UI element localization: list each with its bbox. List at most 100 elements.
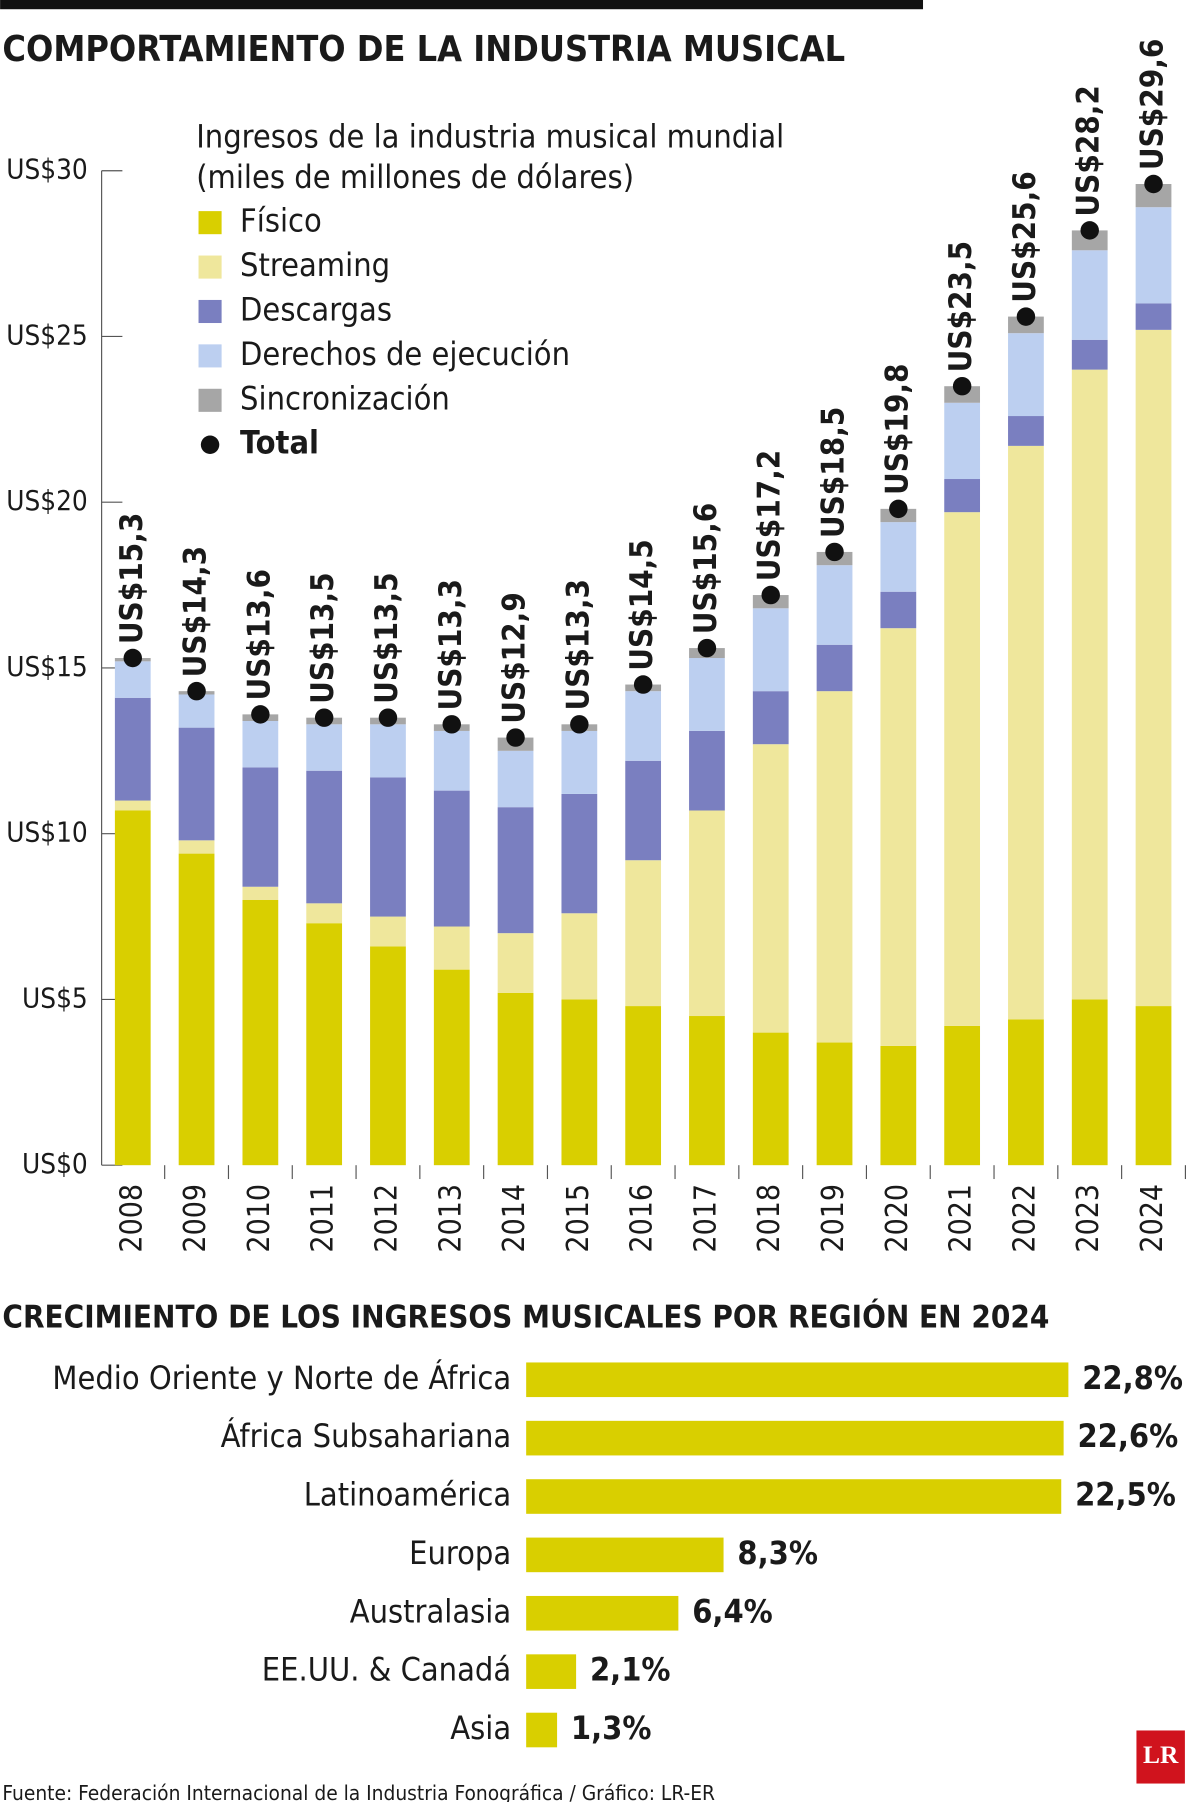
- bar-segment: [625, 1006, 662, 1166]
- bar: [526, 1479, 1062, 1514]
- bar: [526, 1537, 724, 1573]
- x-tick-label: 2018: [752, 1184, 787, 1253]
- total-label: US$13,6: [241, 569, 277, 700]
- y-tick-label: US$15: [6, 650, 88, 683]
- legend-swatch: [200, 435, 220, 454]
- category-label: África Subsahariana: [221, 1417, 511, 1455]
- x-tick-label: 2011: [306, 1184, 341, 1253]
- bar-segment: [114, 810, 151, 1166]
- bar-segment: [242, 886, 279, 901]
- bar-segment: [752, 691, 789, 745]
- bar-segment: [433, 730, 470, 791]
- bar-segment: [497, 933, 534, 993]
- legend-label: Sincronización: [240, 379, 450, 417]
- legend-swatch: [198, 388, 222, 412]
- bar-segment: [1008, 1019, 1044, 1166]
- bar-segment: [1135, 207, 1172, 304]
- bar-segment: [370, 777, 406, 917]
- bar-segment: [1135, 303, 1172, 330]
- bar-segment: [370, 916, 406, 947]
- bar-segment: [561, 793, 598, 914]
- bar-segment: [306, 903, 343, 924]
- total-dot: [506, 728, 525, 747]
- bar-segment: [1008, 416, 1044, 446]
- total-label: US$29,6: [1135, 39, 1171, 170]
- total-label: US$12,9: [497, 592, 533, 723]
- total-dot: [251, 705, 270, 724]
- bar-segment: [114, 697, 151, 801]
- bar-segment: [306, 724, 343, 771]
- total-label: US$28,2: [1071, 85, 1107, 216]
- bar-segment: [242, 767, 279, 887]
- bar-segment: [561, 730, 598, 794]
- total-dot: [697, 638, 717, 658]
- x-tick-label: 2023: [1071, 1184, 1106, 1253]
- total-label: US$23,5: [943, 241, 979, 372]
- bar-segment: [1071, 999, 1108, 1166]
- top-rule: [0, 0, 924, 10]
- value-label: 22,8%: [1082, 1359, 1183, 1397]
- bar-segment: [1071, 230, 1108, 251]
- bar-segment: [816, 691, 853, 1043]
- bar-segment: [370, 946, 406, 1166]
- y-tick-label: US$5: [22, 981, 88, 1014]
- bar-segment: [561, 999, 598, 1166]
- bar-segment: [433, 926, 470, 970]
- x-tick-label: 2019: [816, 1184, 851, 1253]
- bar-segment: [306, 770, 343, 904]
- bar-segment: [752, 1032, 789, 1166]
- category-label: Medio Oriente y Norte de África: [52, 1359, 511, 1397]
- bar-segment: [370, 724, 406, 778]
- x-tick-label: 2008: [114, 1184, 149, 1253]
- total-dot: [1144, 174, 1163, 194]
- legend-label: Streaming: [240, 246, 390, 284]
- bar: [526, 1420, 1064, 1456]
- bar: [526, 1654, 577, 1689]
- total-label: US$17,2: [752, 450, 788, 581]
- total-dot: [187, 681, 206, 701]
- x-tick-label: 2021: [944, 1184, 979, 1253]
- total-label: US$13,3: [560, 579, 596, 710]
- chart-title: CRECIMIENTO DE LOS INGRESOS MUSICALES PO…: [2, 1297, 1049, 1336]
- y-tick-label: US$20: [6, 484, 88, 517]
- total-label: US$13,5: [369, 572, 405, 703]
- bar-segment: [1135, 1006, 1172, 1166]
- bar-segment: [242, 900, 279, 1166]
- total-dot: [633, 675, 653, 694]
- bar-segment: [816, 565, 853, 645]
- y-tick-label: US$25: [6, 318, 88, 351]
- bar-segment: [816, 1042, 853, 1166]
- bar-segment: [497, 992, 534, 1166]
- y-tick-label: US$0: [22, 1147, 88, 1180]
- total-label: US$25,6: [1007, 171, 1043, 302]
- total-dot: [761, 585, 780, 605]
- legend-label: Físico: [240, 202, 322, 240]
- bar-segment: [880, 1045, 917, 1166]
- legend-label: Total: [240, 424, 319, 462]
- bar-segment: [242, 720, 279, 768]
- y-tick-label: US$10: [6, 816, 88, 849]
- legend-swatch: [198, 299, 222, 324]
- chart-title: COMPORTAMIENTO DE LA INDUSTRIA MUSICAL: [2, 29, 845, 70]
- bar-segment: [1008, 445, 1044, 1020]
- x-tick-label: 2013: [433, 1184, 468, 1253]
- bar-segment: [944, 512, 981, 1026]
- total-dot: [952, 376, 972, 396]
- total-label: US$13,5: [305, 572, 341, 703]
- bar-segment: [689, 1016, 725, 1166]
- bar-segment: [752, 744, 789, 1033]
- bar-segment: [625, 691, 662, 761]
- total-label: US$14,3: [178, 546, 214, 677]
- bar-segment: [178, 840, 215, 854]
- x-tick-label: 2024: [1135, 1184, 1170, 1253]
- total-label: US$15,6: [688, 503, 724, 634]
- total-label: US$13,3: [433, 579, 469, 710]
- bar-segment: [752, 608, 789, 692]
- total-dot: [378, 708, 398, 727]
- bar-segment: [1135, 183, 1172, 208]
- category-label: Latinoamérica: [304, 1476, 511, 1514]
- value-label: 8,3%: [737, 1534, 818, 1572]
- value-label: 22,5%: [1075, 1476, 1176, 1514]
- bar-segment: [1071, 369, 1108, 1000]
